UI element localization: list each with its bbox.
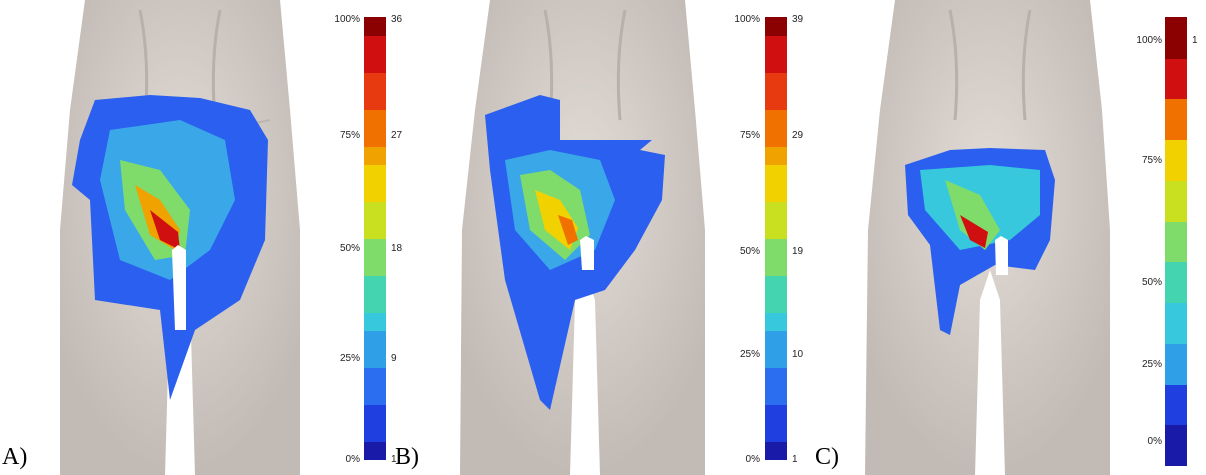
body-figure-b (460, 0, 705, 475)
colorbar-segment (364, 146, 386, 166)
colorbar-segment (364, 219, 386, 239)
colorbar-b-pct-0: 0% (745, 454, 760, 465)
panel-label-c: C) (815, 444, 839, 470)
colorbar-segment (765, 164, 787, 184)
colorbar-segment (364, 35, 386, 55)
colorbar-c-val-max: 1 (1192, 35, 1198, 46)
colorbar-segment (765, 293, 787, 313)
colorbar-segment (765, 183, 787, 203)
panel-a: A) 100% 75% 50% 25% 0% 36 27 18 9 1 (0, 0, 403, 475)
colorbar-segment (765, 422, 787, 442)
colorbar-b-pct-100: 100% (734, 14, 760, 25)
colorbar-segment (765, 91, 787, 111)
colorbar-segment (364, 256, 386, 276)
colorbar-c-pct-50: 50% (1141, 277, 1162, 288)
colorbar-segment (364, 164, 386, 184)
colorbar-segment (765, 404, 787, 424)
colorbar-a-val-max: 36 (391, 14, 403, 25)
colorbar-b-val-25: 10 (792, 349, 804, 360)
colorbar-segment (765, 109, 787, 129)
colorbar-c-pct-100: 100% (1136, 35, 1162, 46)
colorbar-segment (364, 17, 386, 37)
colorbar-c (1165, 17, 1187, 466)
colorbar-a-pct-50: 50% (339, 243, 360, 254)
colorbar-segment (364, 404, 386, 424)
colorbar-segment (765, 127, 787, 147)
colorbar-segment (1165, 58, 1187, 100)
colorbar-b-val-75: 29 (792, 130, 804, 141)
panel-label-b: B) (395, 444, 419, 470)
body-figure-a (60, 0, 300, 475)
colorbar-segment (1165, 98, 1187, 141)
colorbar-a-val-75: 27 (391, 130, 403, 141)
colorbar-segment (765, 312, 787, 332)
colorbar-segment (364, 72, 386, 92)
colorbar-segment (1165, 139, 1187, 181)
colorbar-segment (765, 238, 787, 258)
colorbar-segment (765, 35, 787, 55)
colorbar-c-pct-75: 75% (1141, 155, 1162, 166)
panel-c: C) 100% 75% 50% 25% 0% 1 (810, 0, 1206, 475)
colorbar-segment (765, 385, 787, 405)
panel-b: B) 100% 75% 50% 25% 0% 39 29 19 10 1 (395, 0, 810, 475)
colorbar-a-val-50: 18 (391, 243, 403, 254)
colorbar-segment (364, 293, 386, 313)
colorbar-segment (1165, 221, 1187, 263)
colorbar-segment (765, 275, 787, 295)
colorbar-segment (364, 54, 386, 74)
colorbar-segment (765, 219, 787, 239)
colorbar-segment (765, 440, 787, 460)
colorbar-segment (364, 348, 386, 368)
colorbar-segment (364, 201, 386, 221)
colorbar-b-val-max: 39 (792, 14, 804, 25)
colorbar-segment (364, 330, 386, 350)
body-figure-c (865, 0, 1110, 475)
colorbar-segment (765, 146, 787, 166)
colorbar-segment (364, 385, 386, 405)
colorbar-b-pct-75: 75% (739, 130, 760, 141)
colorbar-segment (364, 91, 386, 111)
colorbar-b (765, 17, 787, 460)
colorbar-segment (364, 367, 386, 387)
colorbar-segment (1165, 343, 1187, 385)
colorbar-segment (765, 330, 787, 350)
colorbar-b-pct-50: 50% (739, 246, 760, 257)
colorbar-segment (765, 348, 787, 368)
colorbar-a (364, 17, 386, 460)
colorbar-segment (1165, 261, 1187, 304)
colorbar-a-val-25: 9 (391, 353, 397, 364)
colorbar-segment (364, 127, 386, 147)
colorbar-segment (1165, 302, 1187, 344)
colorbar-segment (1165, 383, 1187, 426)
colorbar-segment (765, 17, 787, 37)
colorbar-segment (364, 422, 386, 442)
colorbar-c-pct-0: 0% (1147, 436, 1162, 447)
colorbar-c-pct-25: 25% (1141, 359, 1162, 370)
colorbar-segment (765, 201, 787, 221)
colorbar-a-val-min: 1 (391, 454, 397, 465)
colorbar-a-pct-25: 25% (339, 353, 360, 364)
colorbar-segment (364, 312, 386, 332)
colorbar-b-val-50: 19 (792, 246, 804, 257)
colorbar-segment (1165, 180, 1187, 222)
colorbar-segment (765, 54, 787, 74)
colorbar-segment (364, 109, 386, 129)
colorbar-a-pct-0: 0% (345, 454, 360, 465)
colorbar-segment (765, 367, 787, 387)
panel-label-a: A) (2, 444, 28, 470)
colorbar-segment (765, 72, 787, 92)
colorbar-a-pct-75: 75% (339, 130, 360, 141)
colorbar-segment (364, 440, 386, 460)
colorbar-b-val-min: 1 (792, 454, 798, 465)
colorbar-segment (1165, 17, 1187, 59)
colorbar-segment (364, 238, 386, 258)
colorbar-segment (765, 256, 787, 276)
colorbar-segment (1165, 424, 1187, 466)
colorbar-segment (364, 183, 386, 203)
colorbar-b-pct-25: 25% (739, 349, 760, 360)
colorbar-segment (364, 275, 386, 295)
colorbar-a-pct-100: 100% (334, 14, 360, 25)
